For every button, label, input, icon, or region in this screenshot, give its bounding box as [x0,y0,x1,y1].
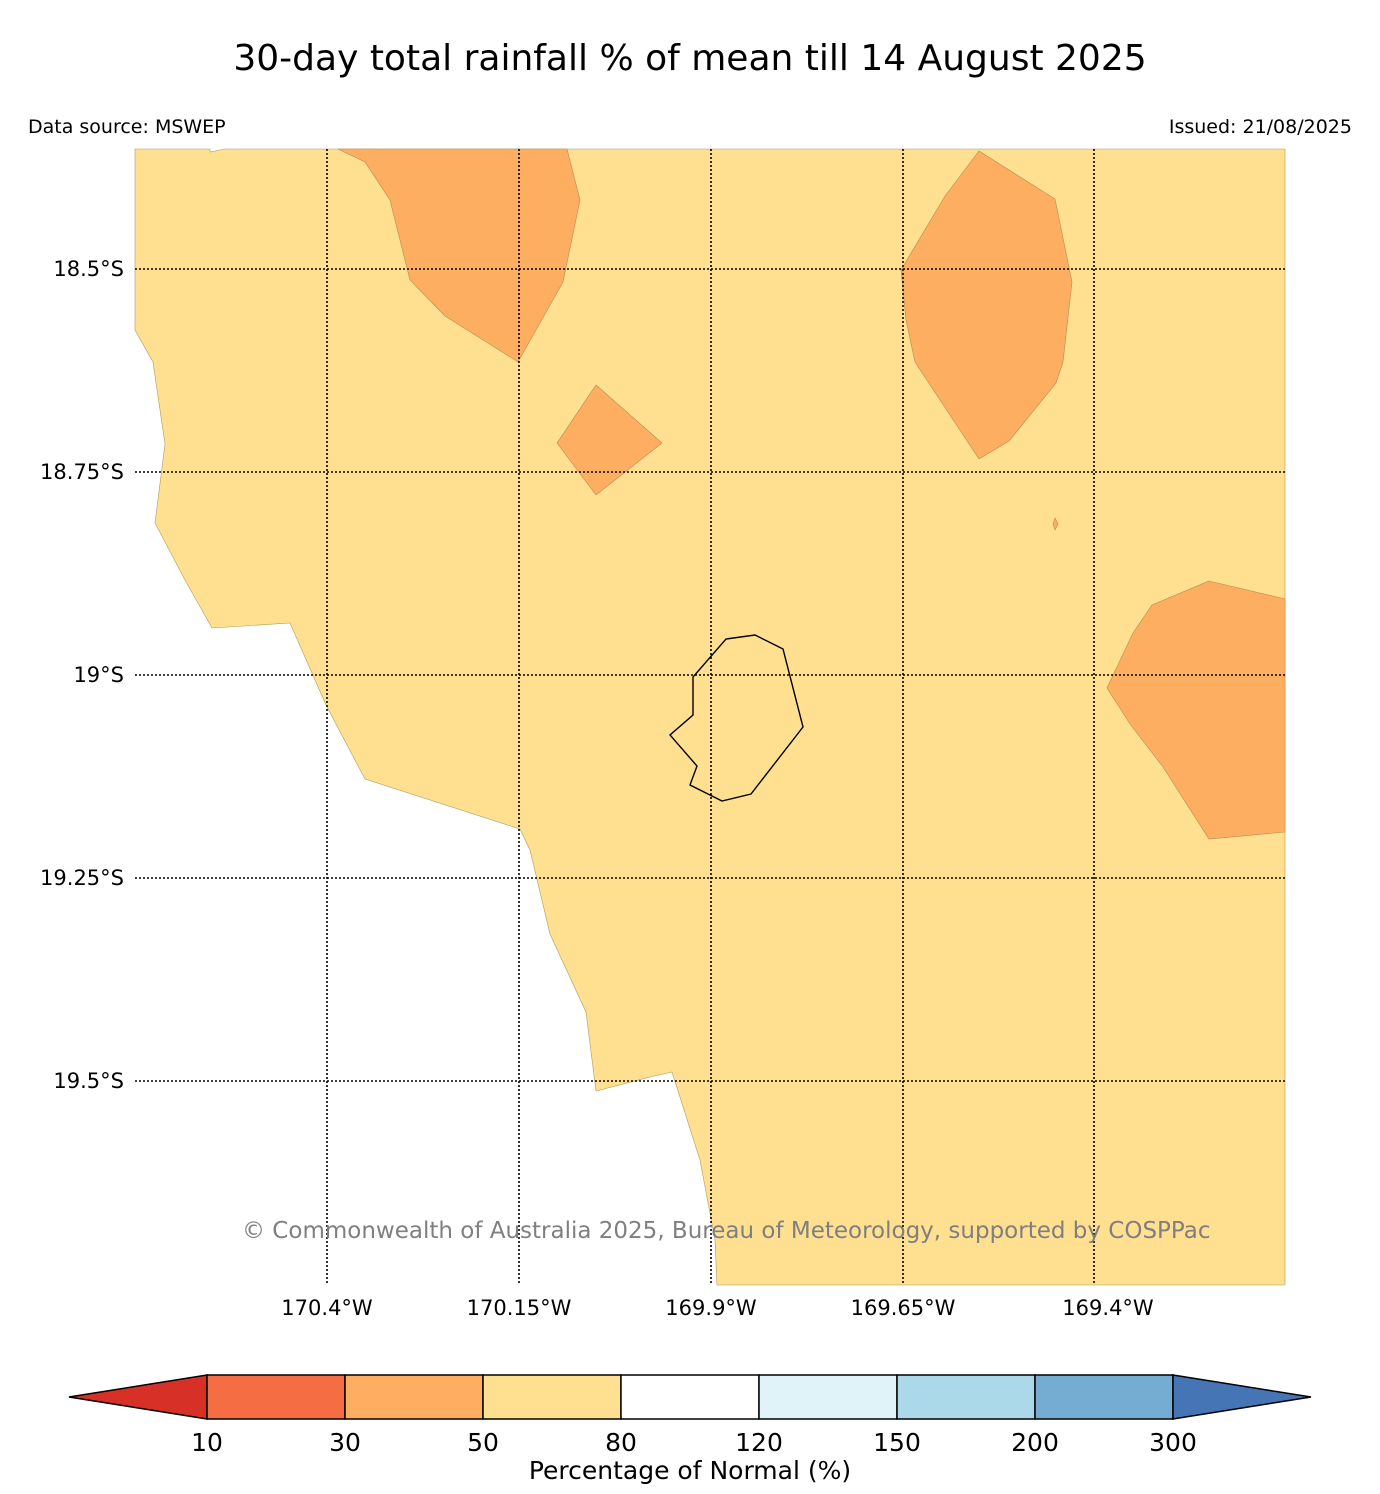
lat-label-19-5: 19.5°S [53,1069,124,1093]
island-outline [669,634,804,802]
colorbar-bin-150-200 [896,1374,1036,1420]
longitude-gridlines [326,149,1095,1285]
colorbar-label: Percentage of Normal (%) [528,1456,852,1485]
lon-label-169-65: 169.65°W [850,1296,956,1320]
colorbar-tick-150: 150 [873,1428,921,1457]
rainfall-patch-northeast [900,150,1073,460]
colorbar-extend-low [68,1374,208,1420]
colorbar-bin-10-30 [206,1374,346,1420]
rainfall-patch-center [556,384,663,496]
lon-label-170-4: 170.4°W [281,1296,373,1320]
data-source-label: Data source: MSWEP [28,116,226,138]
colorbar [68,1374,1312,1420]
colorbar-bin-120-150 [758,1374,898,1420]
rainfall-patch-east [1106,580,1286,840]
colorbar-bin-30-50 [344,1374,484,1420]
colorbar-tick-200: 200 [1011,1428,1059,1457]
rainfall-field-50-80 [134,148,1286,1286]
colorbar-tick-120: 120 [735,1428,783,1457]
colorbar-bin-200-300 [1034,1374,1174,1420]
colorbar-tick-10: 10 [191,1428,223,1457]
colorbar-tick-30: 30 [329,1428,361,1457]
colorbar-extend-high [1172,1374,1312,1420]
colorbar-tick-80: 80 [605,1428,637,1457]
map-title: 30-day total rainfall % of mean till 14 … [233,38,1147,79]
rainfall-speck [1052,517,1059,531]
lon-label-169-9: 169.9°W [665,1296,757,1320]
colorbar-tick-300: 300 [1149,1428,1197,1457]
lat-label-18-75: 18.75°S [40,460,124,484]
lat-label-19-25: 19.25°S [40,866,124,890]
issued-date-label: Issued: 21/08/2025 [1168,116,1352,138]
colorbar-tick-50: 50 [467,1428,499,1457]
colorbar-bin-80-120 [620,1374,760,1420]
lat-label-19: 19°S [73,663,124,687]
lon-label-169-4: 169.4°W [1062,1296,1154,1320]
copyright-notice: © Commonwealth of Australia 2025, Bureau… [242,1218,1211,1244]
lat-label-18-5: 18.5°S [53,257,124,281]
lon-label-170-15: 170.15°W [466,1296,572,1320]
colorbar-bin-50-80 [482,1374,622,1420]
